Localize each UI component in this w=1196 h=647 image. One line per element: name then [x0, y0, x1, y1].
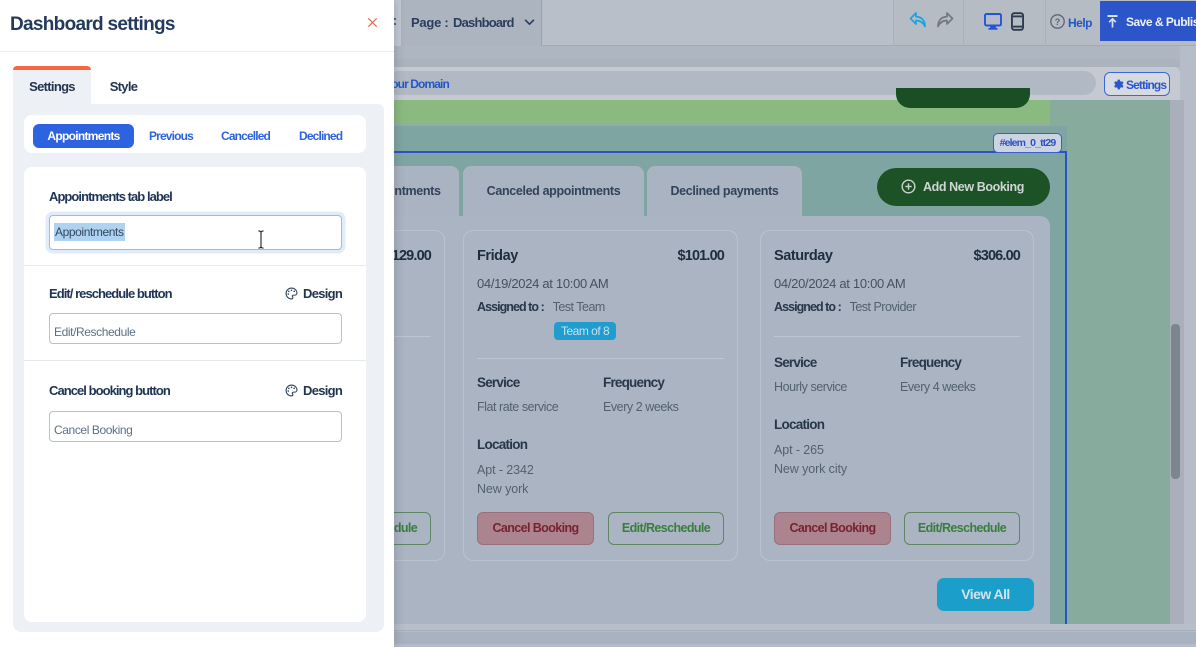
svg-text:?: ?: [1055, 17, 1061, 27]
